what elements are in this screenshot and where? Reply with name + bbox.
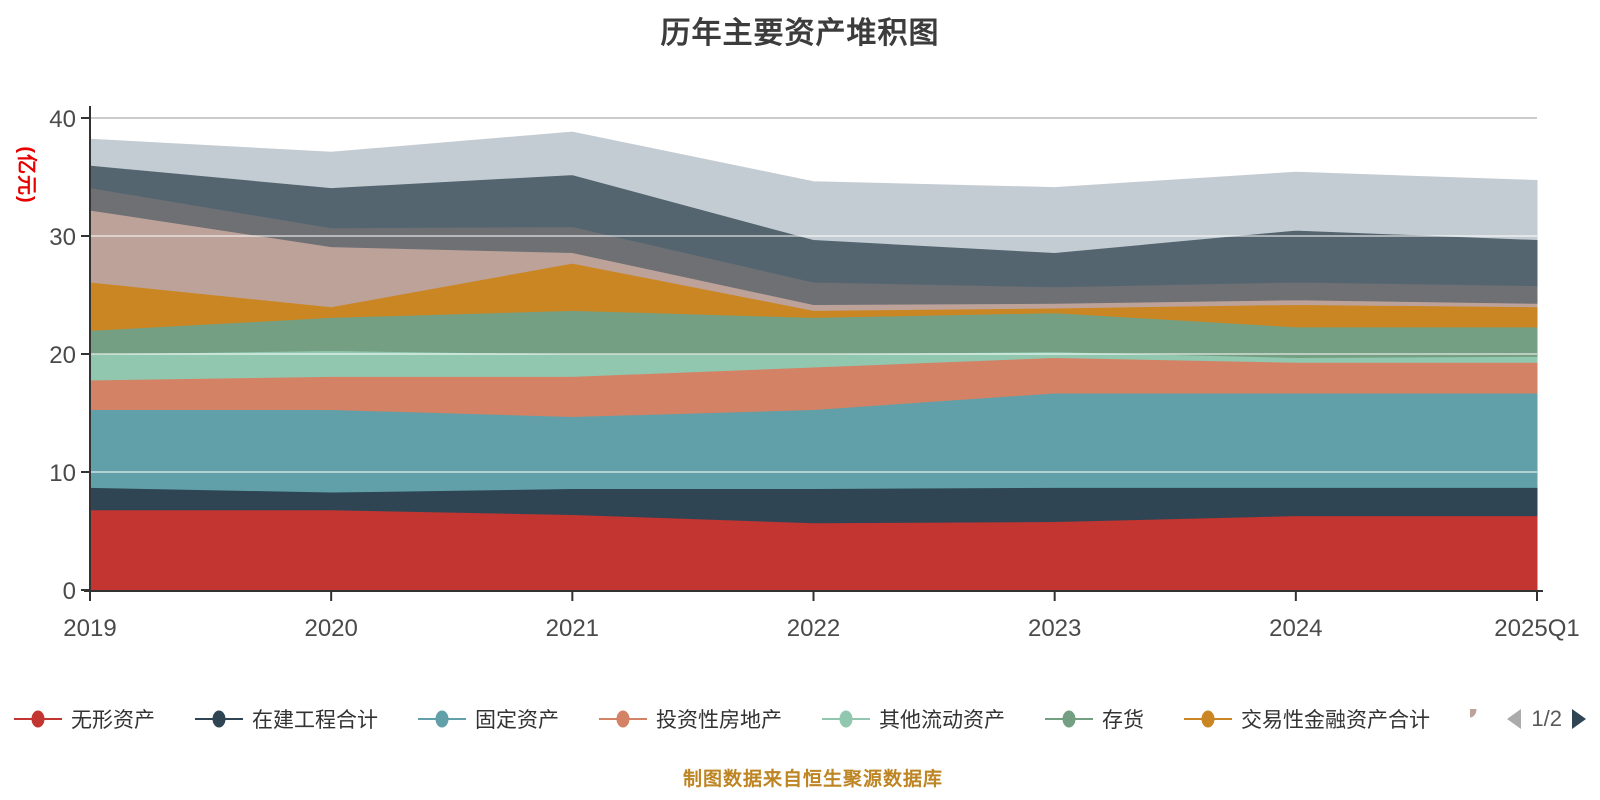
stacked-area-chart: 2019 2020 2021 2022 2023 2024 2025Q1 0 10 20 30 40 xyxy=(49,106,1580,642)
legend-next-icon[interactable] xyxy=(1572,709,1586,729)
legend-marker-icon xyxy=(418,709,466,729)
legend-item-2[interactable]: 在建工程合计 xyxy=(195,704,378,734)
legend-marker-icon xyxy=(1045,709,1093,729)
legend-item-5[interactable]: 其他流动资产 xyxy=(822,704,1005,734)
legend-item-1[interactable]: 无形资产 xyxy=(14,704,155,734)
x-tick-label: 2025Q1 xyxy=(1494,615,1579,642)
legend-item-6[interactable]: 存货 xyxy=(1045,704,1144,734)
x-tick-label: 2023 xyxy=(1028,615,1081,642)
legend-item-label: 固定资产 xyxy=(475,709,559,732)
y-tick-label: 0 xyxy=(63,578,76,605)
area-series-11 xyxy=(89,131,1538,254)
x-tick-label: 2021 xyxy=(546,615,599,642)
y-tick-label: 10 xyxy=(49,460,76,487)
legend-item-3[interactable]: 固定资产 xyxy=(418,704,559,734)
x-tick-label: 2019 xyxy=(63,615,116,642)
y-tick-label: 30 xyxy=(49,224,76,251)
legend-item-label: 存货 xyxy=(1102,709,1144,732)
legend-item-label: 投资性房地产 xyxy=(656,709,782,732)
x-tick-label: 2020 xyxy=(304,615,357,642)
legend-marker-icon xyxy=(14,709,62,729)
legend-marker-icon xyxy=(822,709,870,729)
x-tick-label: 2024 xyxy=(1269,615,1322,642)
legend-item-7[interactable]: 交易性金融资产合计 xyxy=(1184,704,1430,734)
legend-items: 无形资产 在建工程合计 固定资产 投资性房地产 其他流动资产 存货 交易性金融资产合计 xyxy=(14,704,1430,734)
legend-marker-icon xyxy=(1184,709,1232,729)
legend-marker-icon xyxy=(599,709,647,729)
page-title: 历年主要资产堆积图 xyxy=(660,17,940,50)
legend-prev-icon[interactable] xyxy=(1507,709,1522,729)
legend-item-label: 交易性金融资产合计 xyxy=(1241,709,1430,732)
x-tick-label: 2022 xyxy=(787,615,840,642)
y-axis-unit-label: (亿元) xyxy=(15,146,37,204)
data-source-caption: 制图数据来自恒生聚源数据库 xyxy=(682,769,943,790)
legend-item-4[interactable]: 投资性房地产 xyxy=(599,704,782,734)
y-tick-label: 20 xyxy=(49,342,76,369)
legend-item-label: 无形资产 xyxy=(71,709,155,732)
legend-marker-icon xyxy=(195,709,243,729)
legend-page-indicator: 1/2 xyxy=(1531,706,1562,731)
legend-item-truncated[interactable] xyxy=(1470,709,1502,729)
legend-item-label: 在建工程合计 xyxy=(252,709,378,732)
legend-pager: 1/2 xyxy=(1507,706,1586,732)
legend: 无形资产 在建工程合计 固定资产 投资性房地产 其他流动资产 存货 交易性金融资产合计 1/… xyxy=(0,698,1600,740)
legend-item-label: 其他流动资产 xyxy=(879,709,1005,732)
y-tick-label: 40 xyxy=(49,106,76,133)
